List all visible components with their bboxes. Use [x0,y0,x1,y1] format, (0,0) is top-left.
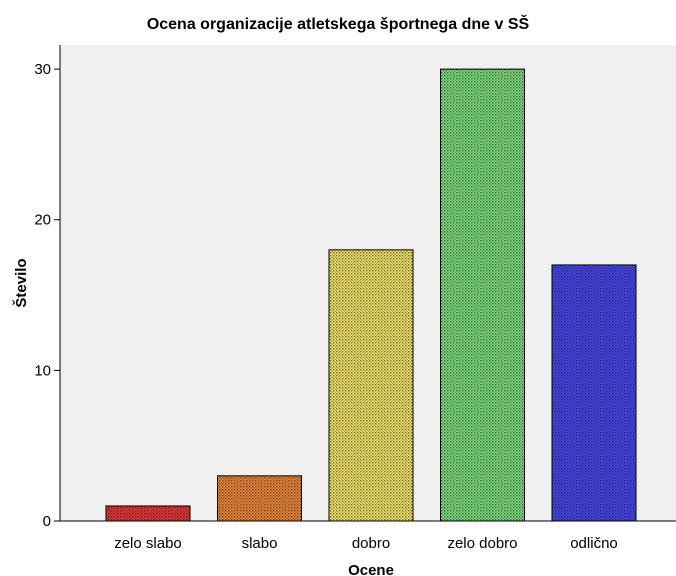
y-tick-label: 10 [34,362,51,379]
bars-group [105,68,637,522]
bar-pattern [217,475,302,522]
x-tick-label: zelo dobro [447,535,517,552]
x-tick-label: odlično [570,535,618,552]
chart-title: Ocena organizacije atletskega športnega … [147,14,530,33]
y-tick-label: 30 [34,61,51,78]
bar-pattern [440,68,525,522]
y-axis-label: Število [12,258,30,307]
x-tick-label: slabo [242,535,278,552]
bar-pattern [105,505,191,522]
y-ticks-group: 0 10 20 30 [34,61,60,530]
bar-3 [328,249,414,522]
y-tick-label: 20 [34,212,51,229]
x-tick-label: dobro [352,535,390,552]
y-tick-label: 0 [43,513,51,530]
x-tick-label: zelo slabo [114,535,182,552]
bar-pattern [328,249,414,522]
x-axis-label: Ocene [348,562,394,576]
bar-5 [551,264,637,522]
x-ticks-group: zelo slabo slabo dobro zelo dobro odlično [114,535,618,552]
bar-1 [105,505,191,522]
bar-2 [217,475,302,522]
bar-4 [440,68,525,522]
bar-pattern [551,264,637,522]
